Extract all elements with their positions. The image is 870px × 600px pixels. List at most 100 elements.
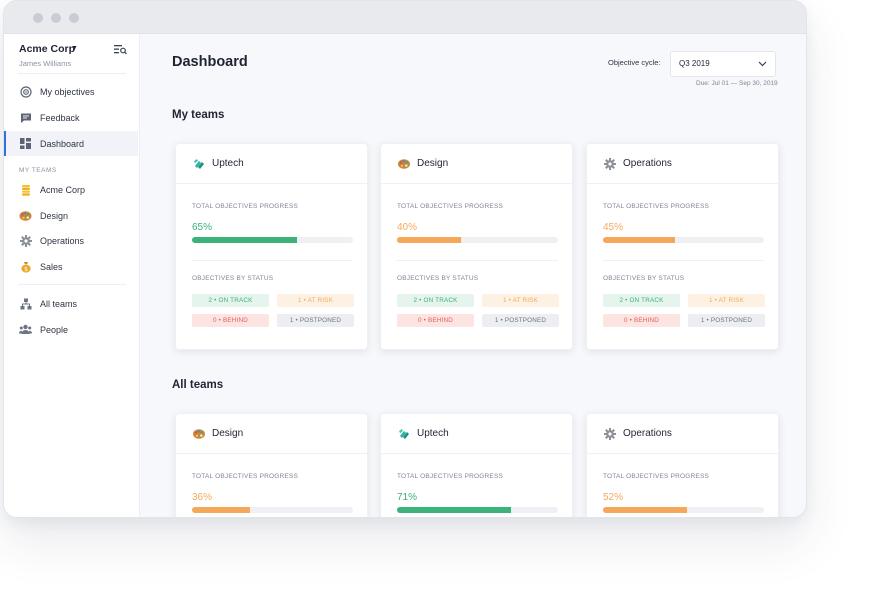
coins-icon xyxy=(19,183,32,196)
progress-label: TOTAL OBJECTIVES PROGRESS xyxy=(603,203,710,210)
progress-percent: 45% xyxy=(603,222,624,233)
status-badge-on-track[interactable]: 2 • ON TRACK xyxy=(192,294,269,307)
nav-label: Operations xyxy=(40,235,85,246)
nav-label: All teams xyxy=(40,298,78,309)
status-badge-postponed[interactable]: 1 • POSTPONED xyxy=(688,314,765,327)
card-divider xyxy=(603,260,764,261)
palette-icon xyxy=(397,157,411,171)
chevron-down-icon[interactable]: ▼ xyxy=(71,45,78,52)
nav-dashboard[interactable]: Dashboard xyxy=(4,131,138,156)
uptech-logo-icon xyxy=(192,157,206,171)
team-name: Operations xyxy=(623,428,672,439)
team-card-uptech[interactable]: Uptech TOTAL OBJECTIVES PROGRESS 65% OBJ… xyxy=(175,143,368,350)
nav-label: Design xyxy=(40,210,69,221)
card-divider xyxy=(397,260,558,261)
progress-percent: 71% xyxy=(397,492,418,503)
team-name: Uptech xyxy=(212,158,244,169)
chevron-down-icon xyxy=(758,61,767,67)
progress-percent: 36% xyxy=(192,492,213,503)
user-name: James Williams xyxy=(19,59,72,68)
grid-icon xyxy=(19,137,32,150)
status-label: OBJECTIVES BY STATUS xyxy=(192,275,274,282)
window-close-dot[interactable] xyxy=(33,13,43,23)
progress-percent: 65% xyxy=(192,222,213,233)
my-teams-section-label: MY TEAMS xyxy=(19,167,57,174)
palette-icon xyxy=(19,209,32,222)
team-name: Design xyxy=(417,158,449,169)
card-header: Design xyxy=(176,414,367,454)
org-name[interactable]: Acme Corp xyxy=(19,43,76,55)
progress-percent: 52% xyxy=(603,492,624,503)
team-name: Design xyxy=(212,428,244,439)
team-card-design[interactable]: Design TOTAL OBJECTIVES PROGRESS 36% xyxy=(175,413,368,517)
target-icon xyxy=(19,85,32,98)
progress-bar-fill xyxy=(603,507,687,513)
card-header: Uptech xyxy=(176,144,367,184)
cycle-select[interactable]: Q3 2019 xyxy=(670,51,776,77)
nav-all-teams[interactable]: All teams xyxy=(4,291,138,316)
status-badge-behind[interactable]: 0 • BEHIND xyxy=(397,314,474,327)
section-title-my-teams: My teams xyxy=(172,109,225,121)
chat-icon xyxy=(19,111,32,124)
card-divider xyxy=(192,260,353,261)
progress-bar-fill xyxy=(397,507,512,513)
nav-label: My objectives xyxy=(40,86,95,97)
nav-team-sales[interactable]: $ Sales xyxy=(4,254,138,279)
progress-bar-fill xyxy=(192,237,297,243)
window-maximize-dot[interactable] xyxy=(69,13,79,23)
team-name: Operations xyxy=(623,158,672,169)
progress-label: TOTAL OBJECTIVES PROGRESS xyxy=(603,473,710,480)
nav-label: Acme Corp xyxy=(40,184,86,195)
nav-label: People xyxy=(40,324,69,335)
team-card-uptech[interactable]: Uptech TOTAL OBJECTIVES PROGRESS 71% xyxy=(380,413,573,517)
team-card-design[interactable]: Design TOTAL OBJECTIVES PROGRESS 40% OBJ… xyxy=(380,143,573,350)
nav-team-acme-corp[interactable]: Acme Corp xyxy=(4,177,138,202)
progress-bar xyxy=(397,237,558,243)
org-switcher[interactable]: Acme Corp ▼ James Williams xyxy=(19,43,127,75)
progress-bar xyxy=(192,507,353,513)
status-badge-on-track[interactable]: 2 • ON TRACK xyxy=(603,294,680,307)
status-badge-at-risk[interactable]: 1 • AT RISK xyxy=(277,294,354,307)
team-name: Uptech xyxy=(417,428,449,439)
section-title-all-teams: All teams xyxy=(172,379,224,391)
progress-bar xyxy=(603,237,764,243)
gear-icon xyxy=(603,157,617,171)
window-minimize-dot[interactable] xyxy=(51,13,61,23)
card-header: Operations xyxy=(587,144,778,184)
page-title: Dashboard xyxy=(172,54,248,70)
people-icon xyxy=(19,323,32,336)
nav-team-design[interactable]: Design xyxy=(4,203,138,228)
due-date: Due: Jul 01 — Sep 30, 2019 xyxy=(696,80,778,87)
nav-label: Sales xyxy=(40,261,63,272)
nav-people[interactable]: People xyxy=(4,317,138,342)
card-header: Operations xyxy=(587,414,778,454)
cycle-value: Q3 2019 xyxy=(679,59,710,68)
progress-bar xyxy=(397,507,558,513)
nav-feedback[interactable]: Feedback xyxy=(4,105,138,130)
status-badge-postponed[interactable]: 1 • POSTPONED xyxy=(482,314,559,327)
status-label: OBJECTIVES BY STATUS xyxy=(397,275,479,282)
nav-label: Dashboard xyxy=(40,138,85,149)
svg-text:$: $ xyxy=(24,265,28,272)
nav-label: Feedback xyxy=(40,112,80,123)
uptech-logo-icon xyxy=(397,427,411,441)
status-badge-behind[interactable]: 0 • BEHIND xyxy=(192,314,269,327)
nav-team-operations[interactable]: Operations xyxy=(4,228,138,253)
team-card-operations[interactable]: Operations TOTAL OBJECTIVES PROGRESS 52% xyxy=(586,413,779,517)
progress-percent: 40% xyxy=(397,222,418,233)
money-bag-icon: $ xyxy=(19,260,32,273)
team-card-operations[interactable]: Operations TOTAL OBJECTIVES PROGRESS 45%… xyxy=(586,143,779,350)
progress-label: TOTAL OBJECTIVES PROGRESS xyxy=(397,203,504,210)
sidebar-divider xyxy=(18,73,126,74)
search-list-icon[interactable] xyxy=(114,44,127,55)
progress-bar xyxy=(603,507,764,513)
status-badge-at-risk[interactable]: 1 • AT RISK xyxy=(688,294,765,307)
window-titlebar xyxy=(4,1,806,34)
nav-my-objectives[interactable]: My objectives xyxy=(4,79,138,104)
gear-icon xyxy=(19,234,32,247)
status-badge-postponed[interactable]: 1 • POSTPONED xyxy=(277,314,354,327)
status-badge-on-track[interactable]: 2 • ON TRACK xyxy=(397,294,474,307)
status-badge-at-risk[interactable]: 1 • AT RISK xyxy=(482,294,559,307)
progress-bar-fill xyxy=(603,237,676,243)
status-badge-behind[interactable]: 0 • BEHIND xyxy=(603,314,680,327)
